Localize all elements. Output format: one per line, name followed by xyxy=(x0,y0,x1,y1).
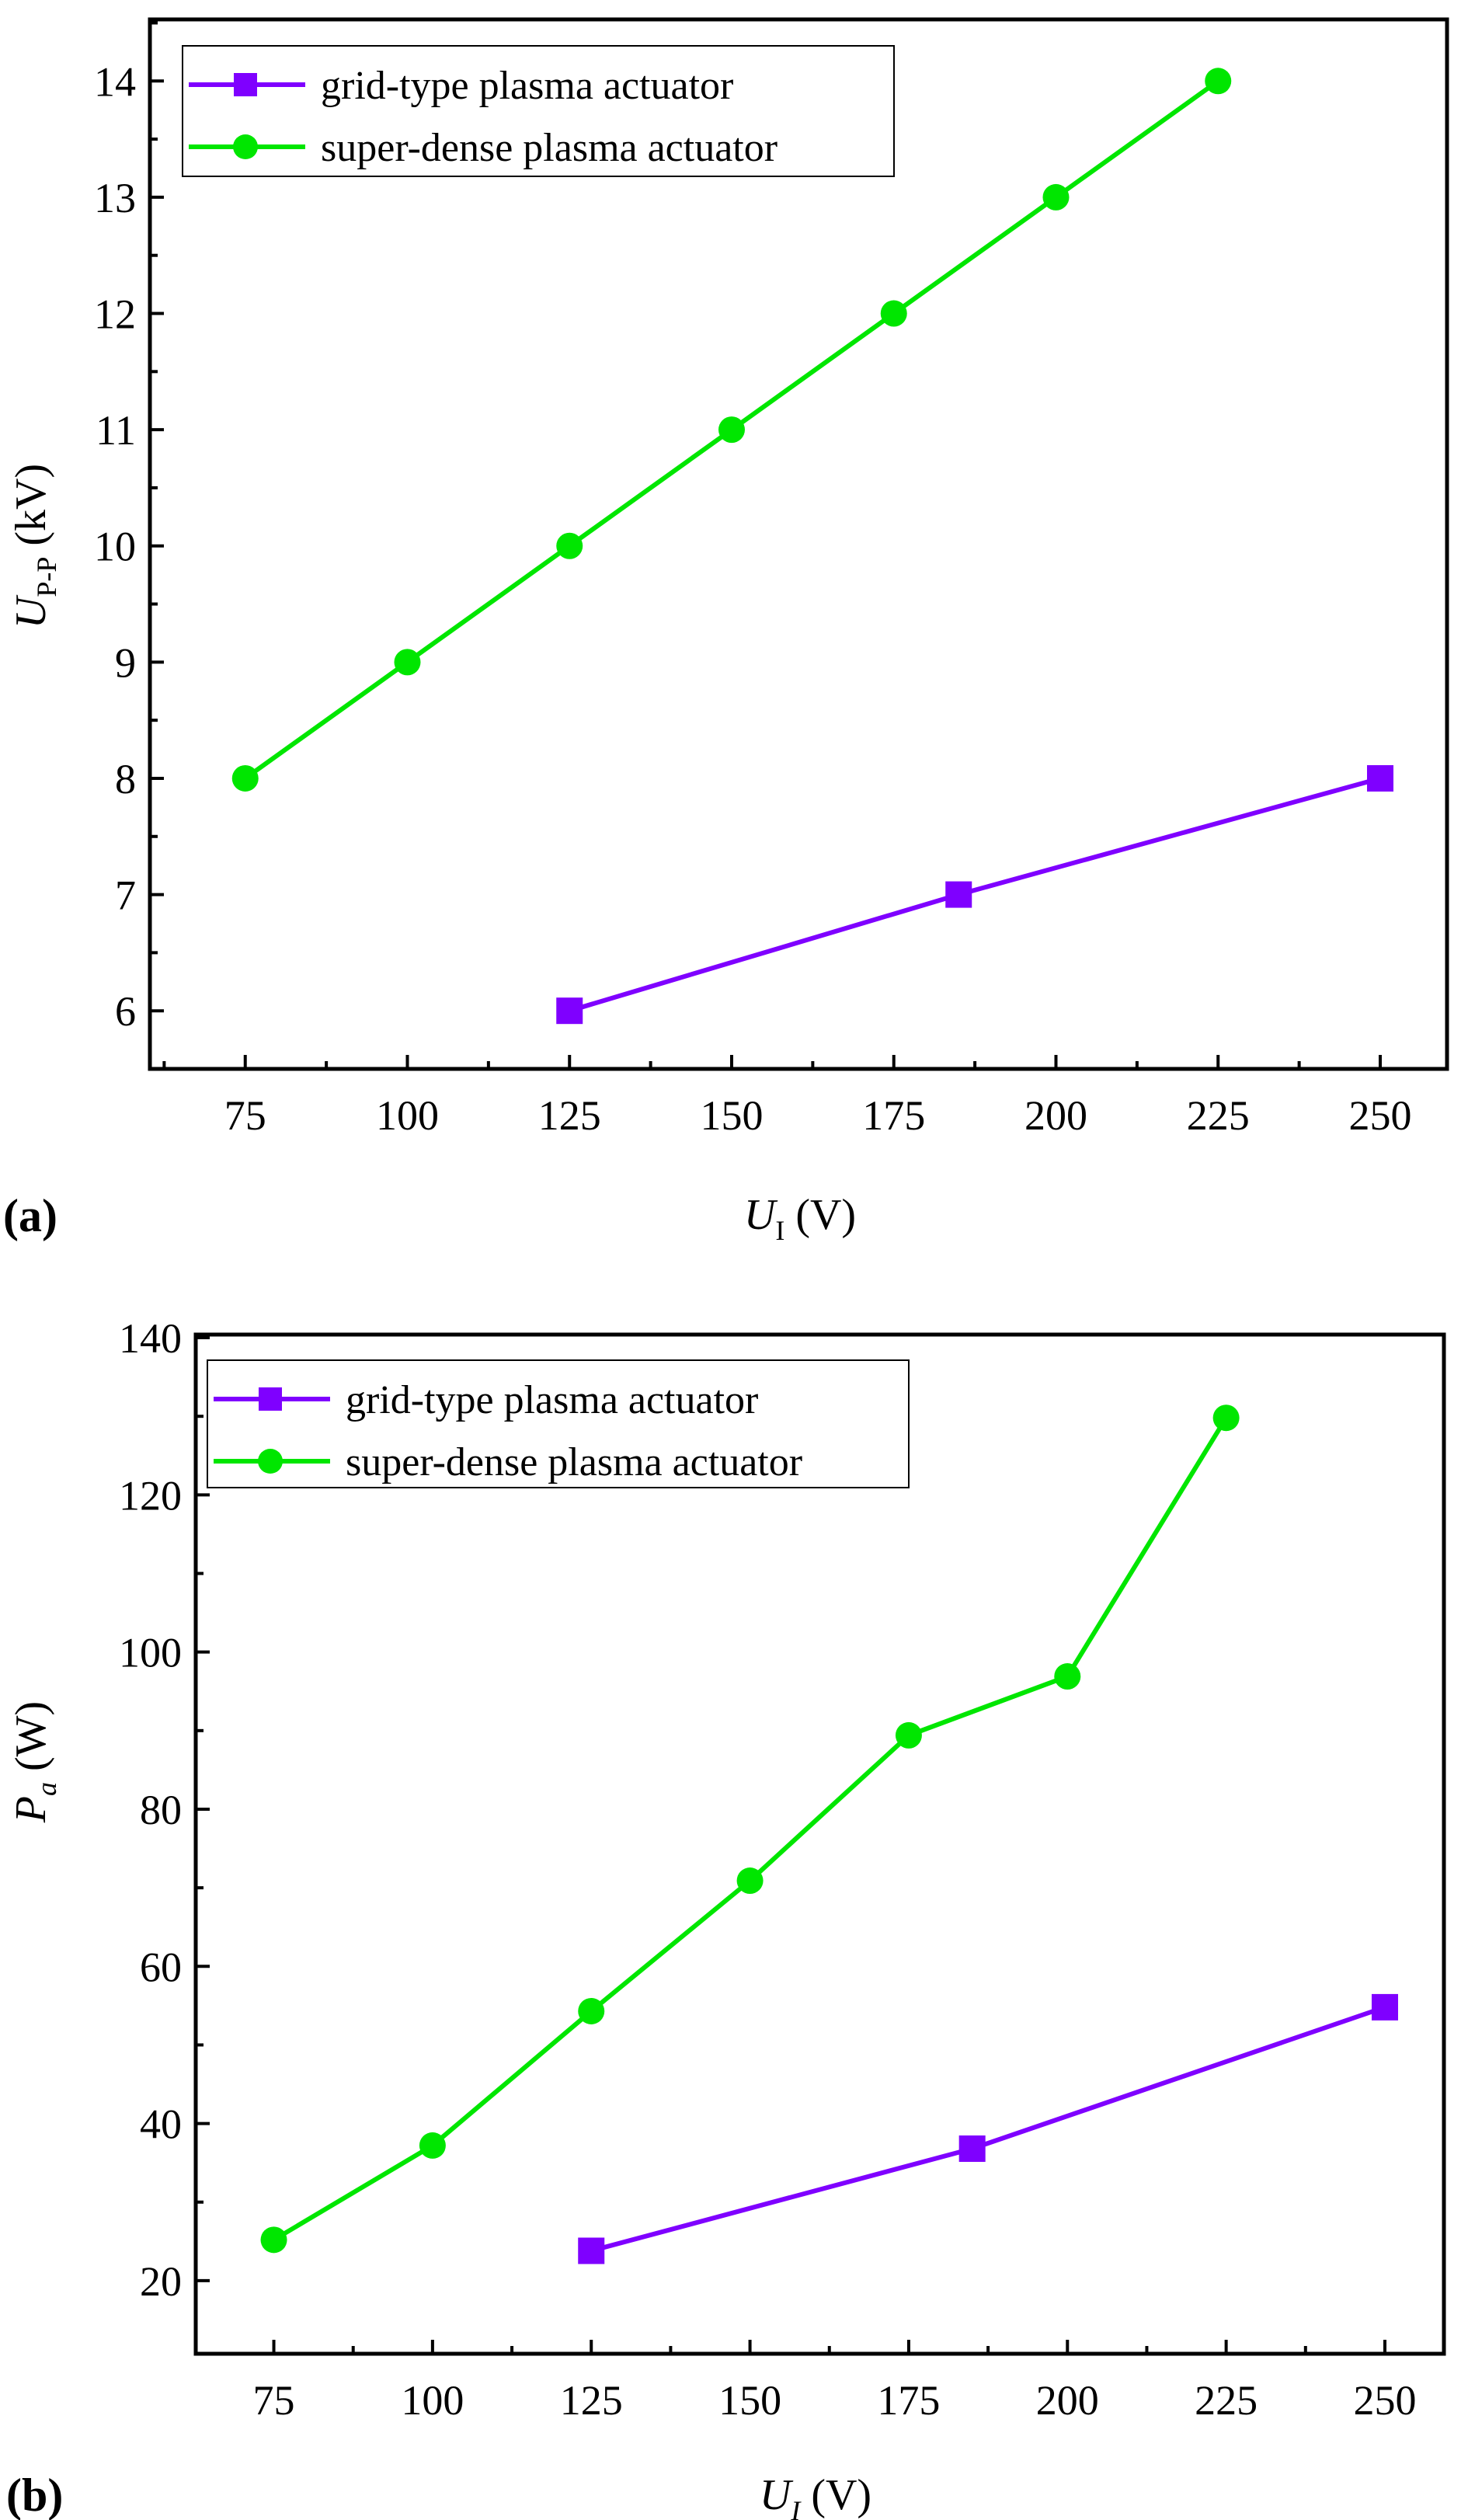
plot-frame xyxy=(193,1332,1446,2356)
data-point-circle xyxy=(231,764,259,792)
x-tick-label: 250 xyxy=(1353,2377,1416,2424)
x-axis-label-symbol: U xyxy=(760,2471,794,2519)
data-point-square xyxy=(556,997,583,1025)
y-tick-label: 7 xyxy=(115,872,136,919)
legend: grid-type plasma actuator super-dense pla… xyxy=(207,1359,910,1488)
series-line xyxy=(590,2005,1386,2254)
x-tick-label: 175 xyxy=(877,2377,940,2424)
legend-circle-marker xyxy=(258,1449,283,1474)
x-tick-label: 75 xyxy=(224,1092,266,1139)
y-tick-label: 10 xyxy=(94,524,136,570)
data-point-circle xyxy=(718,416,745,444)
data-point-circle xyxy=(1042,183,1070,211)
chart-panel-b: 75 100 125 150 175 200 225 250 20 40 60 80 100 120 140… xyxy=(6,1315,1446,2520)
y-axis-label-symbol: P xyxy=(7,1796,55,1823)
y-tick-label: 14 xyxy=(94,58,136,105)
x-tick-label: 225 xyxy=(1187,1092,1250,1139)
x-tick-label: 150 xyxy=(700,1092,763,1139)
x-axis-label: UI (V) xyxy=(760,2471,871,2520)
data-point-square xyxy=(578,2237,605,2264)
series-super-dense xyxy=(260,1404,1240,2254)
x-axis-label-unit: (V) xyxy=(800,2471,871,2519)
data-point-circle xyxy=(260,2226,287,2254)
data-point-circle xyxy=(895,1721,922,1749)
data-point-circle xyxy=(394,649,421,676)
legend: grid-type plasma actuator super-dense pla… xyxy=(182,45,895,177)
x-axis-label-subscript: I xyxy=(790,2495,802,2520)
data-point-circle xyxy=(1205,68,1232,95)
x-tick-label: 100 xyxy=(376,1092,439,1139)
data-point-square xyxy=(945,881,972,908)
y-tick-label: 60 xyxy=(140,1944,182,1990)
y-tick-label: 11 xyxy=(96,407,136,454)
legend-square-marker xyxy=(259,1387,282,1411)
chart-panel-a: 75 100 125 150 175 200 225 250 6 7 8 9 10 11 12 13 14 gri… xyxy=(3,17,1449,1246)
y-axis-label-subscript: P-P xyxy=(31,557,62,597)
data-point-circle xyxy=(556,532,583,559)
x-axis-label: UI (V) xyxy=(744,1191,856,1246)
x-axis-label-symbol: U xyxy=(744,1191,778,1239)
data-point-square xyxy=(958,2135,986,2162)
x-tick-label: 250 xyxy=(1348,1092,1411,1139)
plot-frame xyxy=(148,17,1449,1071)
legend-circle-marker xyxy=(233,134,258,159)
y-tick-label: 140 xyxy=(119,1315,182,1362)
y-tick-label: 20 xyxy=(140,2258,182,2305)
x-axis-label-subscript: I xyxy=(775,1215,784,1246)
x-tick-label: 200 xyxy=(1036,2377,1099,2424)
x-tick-label: 100 xyxy=(401,2377,464,2424)
x-tick-label: 225 xyxy=(1195,2377,1258,2424)
y-axis-label-symbol: U xyxy=(7,594,55,628)
panel-label: (b) xyxy=(6,2470,63,2520)
y-tick-label: 6 xyxy=(115,988,136,1035)
x-tick-label: 75 xyxy=(253,2377,295,2424)
panel-label: (a) xyxy=(3,1190,57,1241)
legend-label: grid-type plasma actuator xyxy=(321,64,733,108)
x-tick-label: 125 xyxy=(538,1092,601,1139)
series-line xyxy=(569,776,1381,1014)
data-point-circle xyxy=(1212,1404,1240,1432)
y-tick-label: 13 xyxy=(94,175,136,221)
y-axis-label-subscript: a xyxy=(31,1782,62,1796)
series-super-dense xyxy=(231,68,1232,792)
data-point-square xyxy=(1371,1993,1398,2021)
x-tick-label: 150 xyxy=(718,2377,781,2424)
legend-label: super-dense plasma actuator xyxy=(346,1440,802,1485)
y-tick-label: 40 xyxy=(140,2101,182,2148)
x-tick-label: 175 xyxy=(862,1092,925,1139)
y-tick-label: 80 xyxy=(140,1787,182,1833)
y-tick-label: 100 xyxy=(119,1630,182,1676)
legend-label: super-dense plasma actuator xyxy=(321,126,777,170)
legend-square-marker xyxy=(234,73,257,96)
series-line xyxy=(273,1416,1229,2242)
x-tick-label: 200 xyxy=(1024,1092,1087,1139)
data-point-circle xyxy=(1054,1663,1081,1690)
x-tick-label: 125 xyxy=(560,2377,623,2424)
data-point-circle xyxy=(419,2132,446,2159)
data-point-circle xyxy=(880,300,907,327)
legend-box xyxy=(207,1359,910,1488)
y-tick-label: 8 xyxy=(115,756,136,802)
x-axis-label-unit: (V) xyxy=(784,1191,856,1239)
y-axis-label: Pa (W) xyxy=(7,1701,62,1823)
y-tick-label: 12 xyxy=(94,291,136,338)
y-tick-label: 9 xyxy=(115,639,136,686)
series-grid-type xyxy=(578,1993,1398,2264)
data-point-circle xyxy=(578,1997,605,2024)
legend-label: grid-type plasma actuator xyxy=(346,1378,758,1422)
legend-box xyxy=(182,45,895,177)
data-point-square xyxy=(1366,764,1393,792)
y-axis-label: UP-P (kV) xyxy=(7,464,62,628)
y-tick-label: 120 xyxy=(119,1472,182,1519)
series-grid-type xyxy=(556,764,1393,1025)
y-axis-label-unit: (W) xyxy=(7,1701,55,1782)
y-axis-label-unit: (kV) xyxy=(7,464,55,557)
data-point-circle xyxy=(736,1867,764,1895)
